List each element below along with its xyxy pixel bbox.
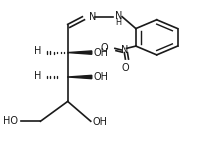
Text: N: N <box>121 45 128 55</box>
Text: O: O <box>121 63 129 73</box>
Polygon shape <box>68 75 92 79</box>
Text: OH: OH <box>94 72 109 82</box>
Text: H: H <box>34 71 41 81</box>
Text: N: N <box>115 11 122 21</box>
Text: O: O <box>101 43 109 53</box>
Text: H: H <box>115 18 121 27</box>
Polygon shape <box>68 51 92 54</box>
Text: OH: OH <box>93 117 108 127</box>
Text: N: N <box>89 12 96 22</box>
Text: HO: HO <box>3 116 18 126</box>
Text: OH: OH <box>94 48 109 58</box>
Text: H: H <box>34 46 41 56</box>
